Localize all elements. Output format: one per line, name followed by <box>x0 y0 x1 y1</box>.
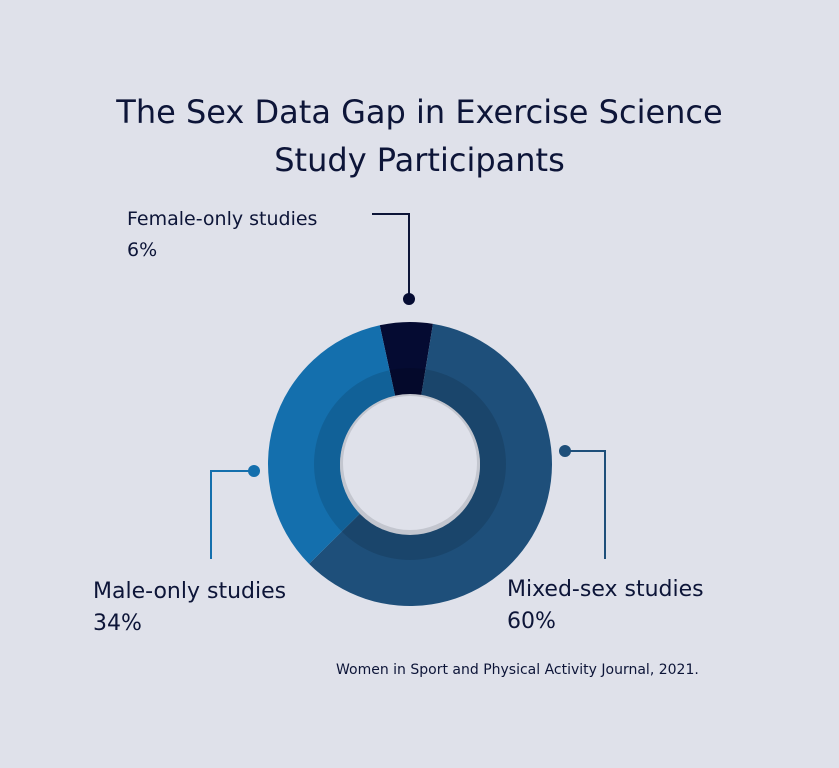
male-only-percent: 34% <box>93 611 142 636</box>
male-leader-line <box>210 470 254 559</box>
mixed-leader-line <box>565 450 606 559</box>
chart-source: Women in Sport and Physical Activity Jou… <box>336 662 699 678</box>
donut-slice-mixed-sex-studies <box>309 323 552 607</box>
female-only-percent: 6% <box>127 239 158 261</box>
mixed-sex-name: Mixed-sex studies <box>507 577 704 602</box>
female-only-name: Female-only studies <box>127 208 318 230</box>
male-leader-dot <box>248 465 260 477</box>
mixed-leader-dot <box>559 445 571 457</box>
donut-hole <box>343 396 477 530</box>
donut-slice-male-only-studies <box>268 325 396 564</box>
chart-title: The Sex Data Gap in Exercise Science Stu… <box>0 88 839 184</box>
chart-title-line-1: The Sex Data Gap in Exercise Science <box>116 93 723 131</box>
female-leader-dot <box>403 293 415 305</box>
mixed-sex-label: Mixed-sex studies 60% <box>507 574 704 638</box>
male-only-name: Male-only studies <box>93 579 287 604</box>
female-leader-line <box>372 213 410 299</box>
donut-slices <box>268 322 552 607</box>
chart-title-line-2: Study Participants <box>274 141 565 179</box>
donut-slice-female-only-studies <box>379 322 433 396</box>
mixed-sex-percent: 60% <box>507 609 556 634</box>
female-only-label: Female-only studies 6% <box>127 204 317 266</box>
male-only-label: Male-only studies 34% <box>93 576 286 640</box>
